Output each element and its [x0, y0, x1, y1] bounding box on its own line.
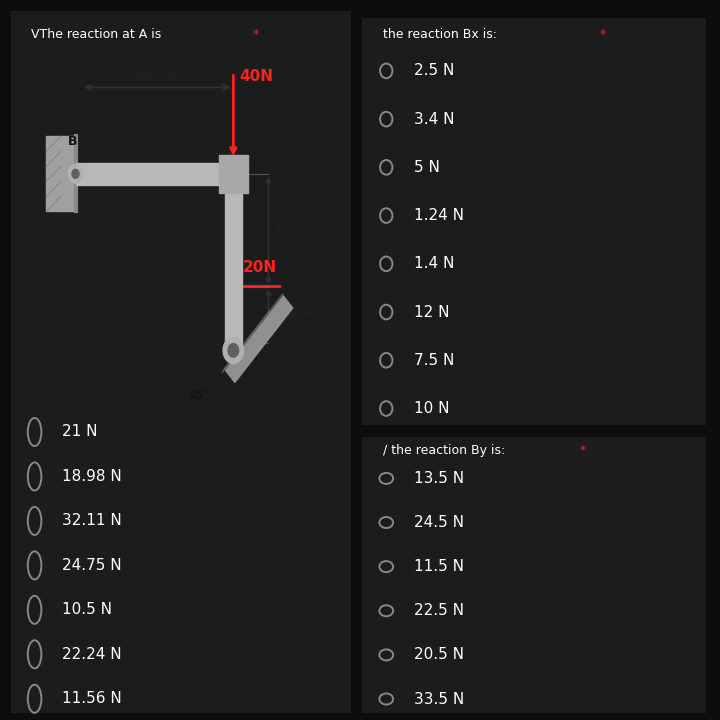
- Text: 5 N: 5 N: [414, 160, 440, 175]
- Text: 200 mm: 200 mm: [134, 72, 181, 82]
- Bar: [219, 155, 248, 193]
- Text: 7.5 N: 7.5 N: [414, 353, 454, 368]
- Text: 300mm: 300mm: [274, 310, 314, 320]
- Text: 300 mm: 300 mm: [274, 225, 318, 235]
- Text: 11.5 N: 11.5 N: [414, 559, 464, 574]
- Text: 11.56 N: 11.56 N: [62, 691, 122, 706]
- Text: 33.5 N: 33.5 N: [414, 691, 464, 706]
- Text: the reaction Bx is:: the reaction Bx is:: [383, 28, 497, 41]
- Bar: [76, 163, 233, 185]
- Text: 20N: 20N: [243, 260, 277, 275]
- Polygon shape: [225, 294, 293, 382]
- Text: *: *: [575, 444, 586, 457]
- Text: 40N: 40N: [239, 68, 273, 84]
- Text: 22.5 N: 22.5 N: [414, 603, 464, 618]
- Text: 24.5 N: 24.5 N: [414, 515, 464, 530]
- Text: *: *: [248, 28, 259, 41]
- Circle shape: [223, 337, 243, 364]
- Text: 1.24 N: 1.24 N: [414, 208, 464, 223]
- Circle shape: [72, 169, 79, 179]
- FancyBboxPatch shape: [359, 434, 710, 716]
- Text: 18.98 N: 18.98 N: [62, 469, 122, 484]
- Text: 2.5 N: 2.5 N: [414, 63, 454, 78]
- Text: 20.5 N: 20.5 N: [414, 647, 464, 662]
- Text: B: B: [68, 135, 77, 148]
- Bar: [225, 163, 242, 351]
- Text: VThe reaction at A is: VThe reaction at A is: [31, 28, 161, 41]
- Text: 13.5 N: 13.5 N: [414, 471, 464, 486]
- FancyBboxPatch shape: [7, 4, 354, 720]
- Text: 22.24 N: 22.24 N: [62, 647, 122, 662]
- Text: 10 N: 10 N: [414, 401, 449, 416]
- Text: 32.11 N: 32.11 N: [62, 513, 122, 528]
- FancyBboxPatch shape: [359, 14, 710, 429]
- Text: 1.4 N: 1.4 N: [414, 256, 454, 271]
- Text: / the reaction By is:: / the reaction By is:: [383, 444, 505, 457]
- Text: 10.5 N: 10.5 N: [62, 603, 112, 617]
- Text: *: *: [596, 28, 606, 41]
- Text: 24.75 N: 24.75 N: [62, 558, 122, 573]
- Text: A: A: [248, 351, 258, 364]
- Circle shape: [228, 343, 238, 357]
- Circle shape: [68, 164, 83, 183]
- Text: 12 N: 12 N: [414, 305, 449, 320]
- Text: 21 N: 21 N: [62, 425, 97, 439]
- Bar: [46, 136, 76, 212]
- Text: 45°: 45°: [188, 389, 209, 402]
- Text: 3.4 N: 3.4 N: [414, 112, 454, 127]
